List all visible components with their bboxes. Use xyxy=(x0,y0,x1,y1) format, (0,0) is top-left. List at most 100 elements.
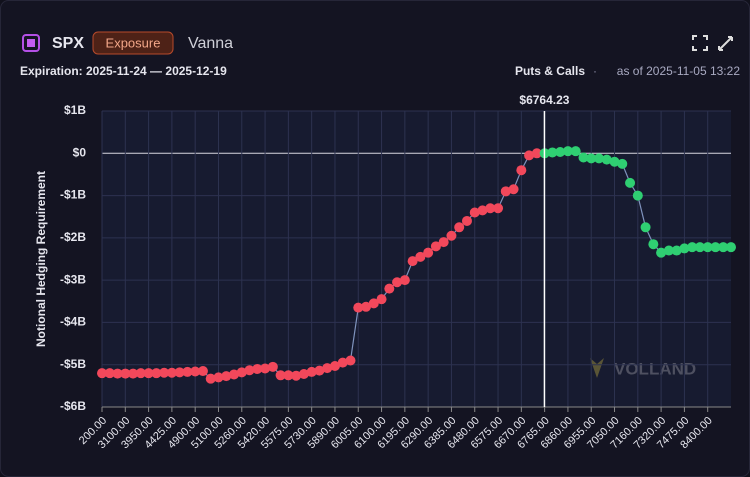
checkbox-fill xyxy=(27,39,35,47)
point xyxy=(671,245,682,256)
point xyxy=(407,256,418,267)
point xyxy=(648,239,659,250)
separator: · xyxy=(593,64,597,78)
point xyxy=(283,370,294,381)
point xyxy=(205,373,216,384)
point xyxy=(454,222,465,233)
point xyxy=(97,368,107,379)
point xyxy=(190,366,201,377)
point xyxy=(718,242,729,253)
point xyxy=(197,366,208,377)
point xyxy=(166,367,177,378)
y-tick-label: $1B xyxy=(64,103,86,117)
point xyxy=(221,371,232,382)
badge-text: Exposure xyxy=(106,35,161,50)
point xyxy=(143,368,154,379)
as-of: as of 2025-11-05 13:22 xyxy=(617,64,741,78)
point xyxy=(430,241,441,252)
point xyxy=(275,370,286,381)
fullscreen-icon[interactable] xyxy=(692,35,708,51)
y-tick-label: -$6B xyxy=(60,399,86,413)
point xyxy=(120,368,131,379)
y-tick-label: $0 xyxy=(73,145,87,159)
y-tick-label: -$2B xyxy=(60,230,86,244)
point xyxy=(337,357,348,368)
point xyxy=(694,242,705,253)
checkbox[interactable] xyxy=(22,34,40,52)
point xyxy=(291,370,302,381)
point xyxy=(640,222,651,233)
point xyxy=(267,361,278,372)
y-tick-label: -$5B xyxy=(60,357,86,371)
watermark: VOLLAND xyxy=(614,359,696,378)
point xyxy=(609,156,620,167)
expand-icon[interactable] xyxy=(718,36,733,51)
point xyxy=(376,294,387,305)
point xyxy=(493,203,504,214)
point xyxy=(547,147,558,158)
point xyxy=(104,368,115,379)
point xyxy=(423,247,434,258)
point xyxy=(306,366,317,377)
point xyxy=(159,367,170,378)
point xyxy=(710,242,721,253)
point xyxy=(438,237,449,248)
point xyxy=(128,368,139,379)
filter: Puts & Calls xyxy=(515,64,585,78)
point xyxy=(516,165,527,176)
point xyxy=(687,242,698,253)
symbol: SPX xyxy=(52,35,84,52)
point xyxy=(562,146,573,157)
point xyxy=(477,205,488,216)
y-tick-label: -$3B xyxy=(60,272,86,286)
point xyxy=(174,367,185,378)
point xyxy=(485,203,496,214)
point xyxy=(415,251,426,262)
point xyxy=(252,363,263,374)
point xyxy=(213,372,224,383)
point xyxy=(236,367,247,378)
point xyxy=(617,158,628,169)
point xyxy=(392,277,403,288)
point xyxy=(461,215,472,226)
point xyxy=(329,360,340,371)
point xyxy=(353,302,364,313)
point xyxy=(314,365,325,376)
point xyxy=(135,368,146,379)
point xyxy=(663,245,674,256)
watermark-logo xyxy=(590,358,604,378)
point xyxy=(298,369,309,380)
point xyxy=(399,275,410,286)
point xyxy=(726,242,736,253)
badge xyxy=(92,31,174,55)
title: Vanna xyxy=(188,35,233,52)
point xyxy=(112,368,123,379)
point xyxy=(601,154,612,165)
y-axis-label: Notional Hedging Requirement xyxy=(34,171,48,347)
point xyxy=(625,177,636,188)
point xyxy=(656,247,667,258)
point xyxy=(244,365,255,376)
point xyxy=(345,355,356,366)
point xyxy=(508,184,519,195)
point xyxy=(322,363,333,374)
point xyxy=(632,190,643,201)
point xyxy=(229,369,240,380)
point xyxy=(524,150,535,161)
point xyxy=(182,366,193,377)
point xyxy=(151,368,162,379)
expiration: Expiration: 2025-11-24 — 2025-12-19 xyxy=(20,64,227,78)
y-tick-label: -$4B xyxy=(60,315,86,329)
point xyxy=(570,146,581,157)
point xyxy=(679,243,690,254)
point xyxy=(384,283,395,294)
point xyxy=(702,242,713,253)
y-tick-label: -$1B xyxy=(60,188,86,202)
point xyxy=(446,230,457,241)
spot-label: $6764.23 xyxy=(519,93,569,107)
point xyxy=(555,147,566,158)
point xyxy=(469,207,480,218)
point xyxy=(531,148,542,159)
point xyxy=(361,301,372,312)
